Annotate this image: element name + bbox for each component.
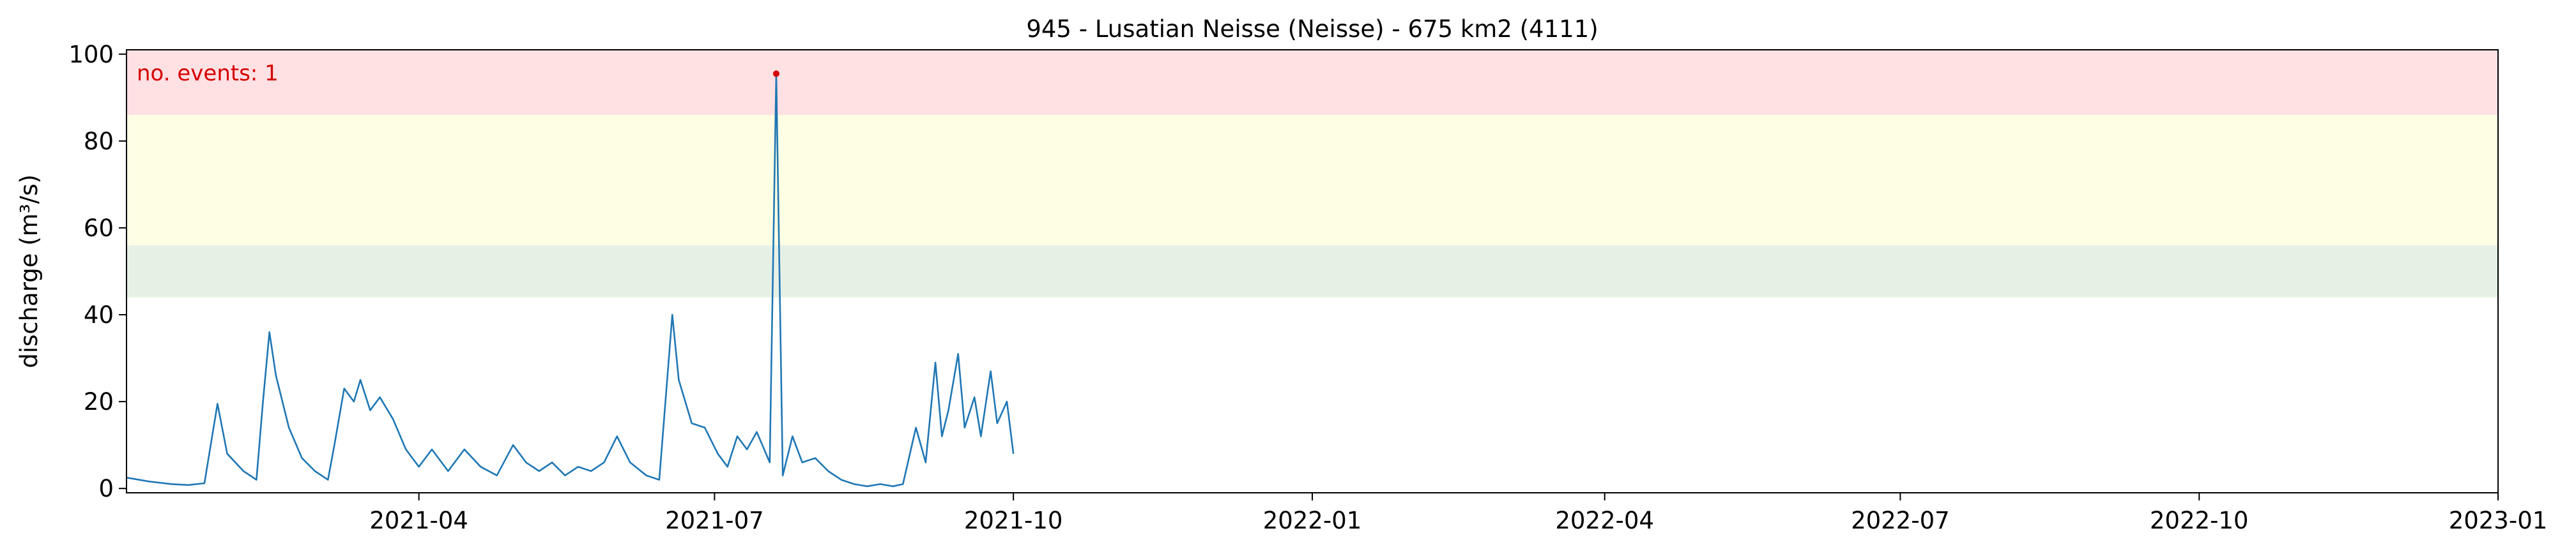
y-tick-label: 40 (84, 301, 114, 329)
band-red (126, 50, 2498, 116)
y-tick-label: 60 (84, 214, 114, 242)
y-tick-label: 80 (84, 128, 114, 155)
discharge-series-line (126, 73, 1015, 488)
x-tick-label: 2022-07 (1851, 507, 1950, 534)
y-tick-label: 0 (98, 475, 114, 502)
band-yellow (126, 115, 2498, 246)
y-tick-label: 20 (84, 388, 114, 416)
x-tick-label: 2021-07 (665, 507, 764, 534)
event-count-annotation: no. events: 1 (137, 61, 279, 86)
event-layer (772, 70, 779, 77)
series-layer (126, 73, 1015, 488)
x-tick-label: 2022-10 (2150, 507, 2249, 534)
event-marker (772, 70, 779, 77)
x-tick-label: 2021-10 (964, 507, 1063, 534)
y-axis-label: discharge (m³/s) (15, 174, 43, 368)
band-green (126, 245, 2498, 297)
x-tick-label: 2023-01 (2449, 507, 2548, 534)
x-tick-label: 2022-01 (1263, 507, 1362, 534)
threshold-bands (126, 50, 2498, 297)
chart-title: 945 - Lusatian Neisse (Neisse) - 675 km2… (1026, 15, 1598, 43)
x-tick-label: 2021-04 (369, 507, 468, 534)
y-tick-label: 100 (68, 41, 114, 68)
y-axis: 0 20 40 60 80 100 (68, 41, 126, 502)
x-axis: 2021-04 2021-07 2021-10 2022-01 2022-04 2022-… (369, 493, 2547, 534)
x-tick-label: 2022-04 (1555, 507, 1654, 534)
